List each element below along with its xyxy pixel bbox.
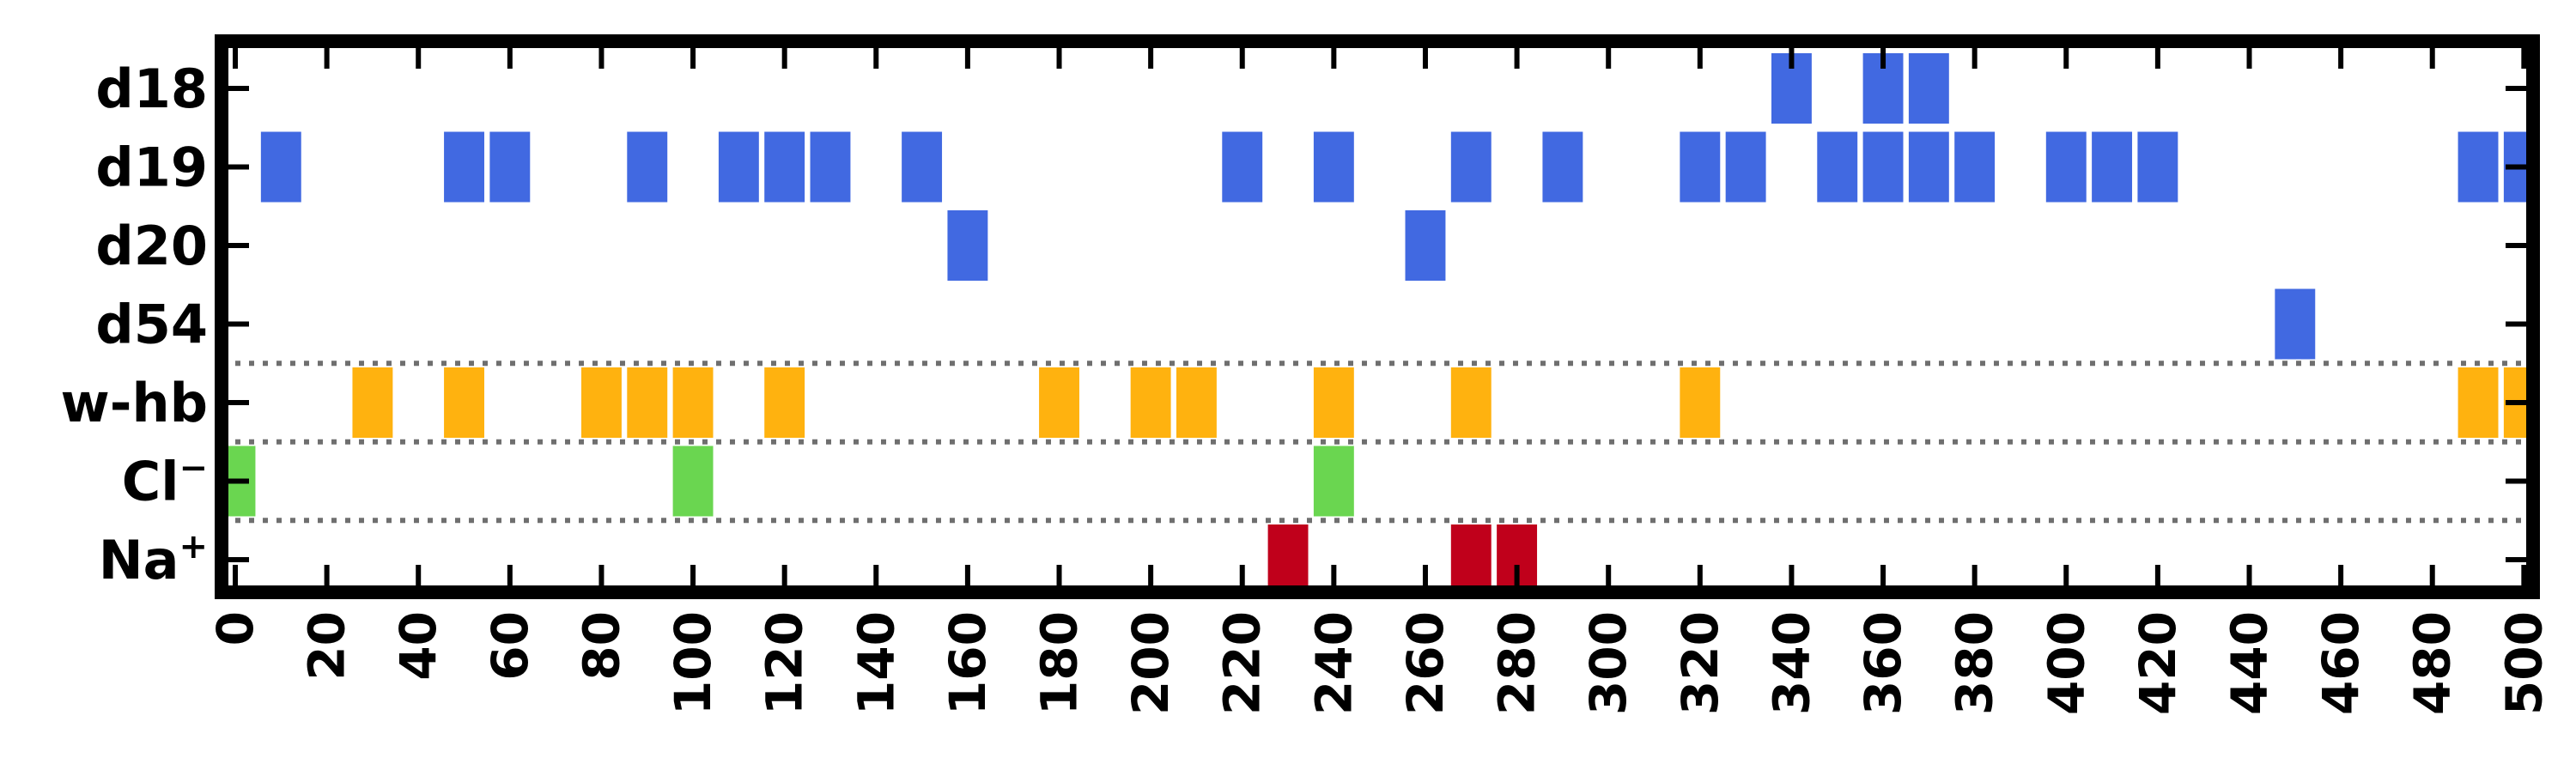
bar-w-hb [1176,367,1217,438]
bar-w-hb [627,367,668,438]
y-tick-label: w-hb [60,372,208,434]
bar-w-hb [2458,367,2499,438]
bar-d19 [260,131,301,203]
bar-d19 [1542,131,1583,203]
bar-d54 [2275,288,2316,360]
x-tick-label: 120 [756,611,814,715]
x-tick-label: 360 [1854,611,1912,715]
x-tick-label: 80 [572,611,630,681]
x-tick-label: 0 [206,611,264,646]
y-tick-label: d19 [95,136,208,199]
bar-d19 [2458,131,2499,203]
bar-d19 [1680,131,1721,203]
x-tick-label: 200 [1121,611,1180,715]
bar-w-hb [764,367,805,438]
x-tick-label: 260 [1396,611,1455,715]
x-tick-label: 280 [1488,611,1546,715]
y-tick-label: d54 [95,294,208,356]
x-tick-label: 220 [1213,611,1272,715]
x-tick-label: 160 [939,611,997,715]
bar-d19 [1862,131,1904,203]
y-tick-label: Na+ [99,527,208,591]
bar-d19 [810,131,851,203]
bar-na [1267,524,1309,595]
bar-d19 [2045,131,2087,203]
bar-na [1450,524,1492,595]
x-tick-label: 240 [1304,611,1363,715]
bar-w-hb [580,367,622,438]
bar-d19 [2092,131,2133,203]
x-tick-label: 440 [2220,611,2278,715]
bar-cl [672,446,714,517]
bar-w-hb [1130,367,1171,438]
bar-w-hb [1039,367,1079,438]
x-tick-label: 40 [389,611,447,681]
group-separators [222,361,2533,524]
bar-d20 [1405,210,1446,281]
bar-d19 [1450,131,1492,203]
y-tick-label: d18 [95,58,208,120]
x-tick-label: 320 [1671,611,1729,715]
axis-ticks [222,41,2533,592]
bar-d19 [1908,131,1949,203]
bar-d19 [444,131,484,203]
bar-d19 [1954,131,1996,203]
bar-d19 [1313,131,1354,203]
plot-frame-border [215,34,2540,599]
bar-cl [1313,446,1354,517]
x-tick-label: 140 [847,611,905,715]
bar-w-hb [1680,367,1721,438]
bar-d19 [1725,131,1766,203]
y-tick-label: Cl− [122,449,208,513]
bar-d19 [764,131,805,203]
x-tick-label: 300 [1579,611,1637,715]
y-axis-labels: d18 d19 d20 d54 w-hb Cl− Na+ [60,58,208,591]
chart-marks [222,53,2533,595]
bar-d19 [1817,131,1858,203]
bar-w-hb [352,367,393,438]
bar-d19 [489,131,531,203]
bar-d18 [1908,53,1949,124]
x-tick-label: 420 [2129,611,2187,715]
plot-frame [215,34,2540,599]
bar-d19 [718,131,759,203]
x-tick-label: 340 [1762,611,1820,715]
x-tick-label: 60 [481,611,539,681]
bar-d19 [627,131,668,203]
x-tick-label: 180 [1030,611,1089,715]
bar-d19 [2137,131,2178,203]
x-axis-labels: 0 20 40 60 80 100 120 140 160 180 200 220 240 260 280 3… [206,611,2553,715]
x-tick-label: 400 [2037,611,2095,715]
bar-d19 [1222,131,1263,203]
x-tick-label: 480 [2403,611,2462,715]
x-tick-label: 380 [1946,611,2004,715]
x-tick-label: 20 [298,611,356,681]
bar-d19 [902,131,943,203]
x-tick-label: 100 [664,611,722,715]
x-tick-label: 500 [2494,611,2553,715]
x-tick-label: 460 [2312,611,2370,715]
bar-w-hb [1450,367,1492,438]
bar-w-hb [672,367,714,438]
y-tick-label: d20 [95,215,208,277]
bar-w-hb [1313,367,1354,438]
bar-w-hb [444,367,484,438]
bar-d20 [947,210,988,281]
